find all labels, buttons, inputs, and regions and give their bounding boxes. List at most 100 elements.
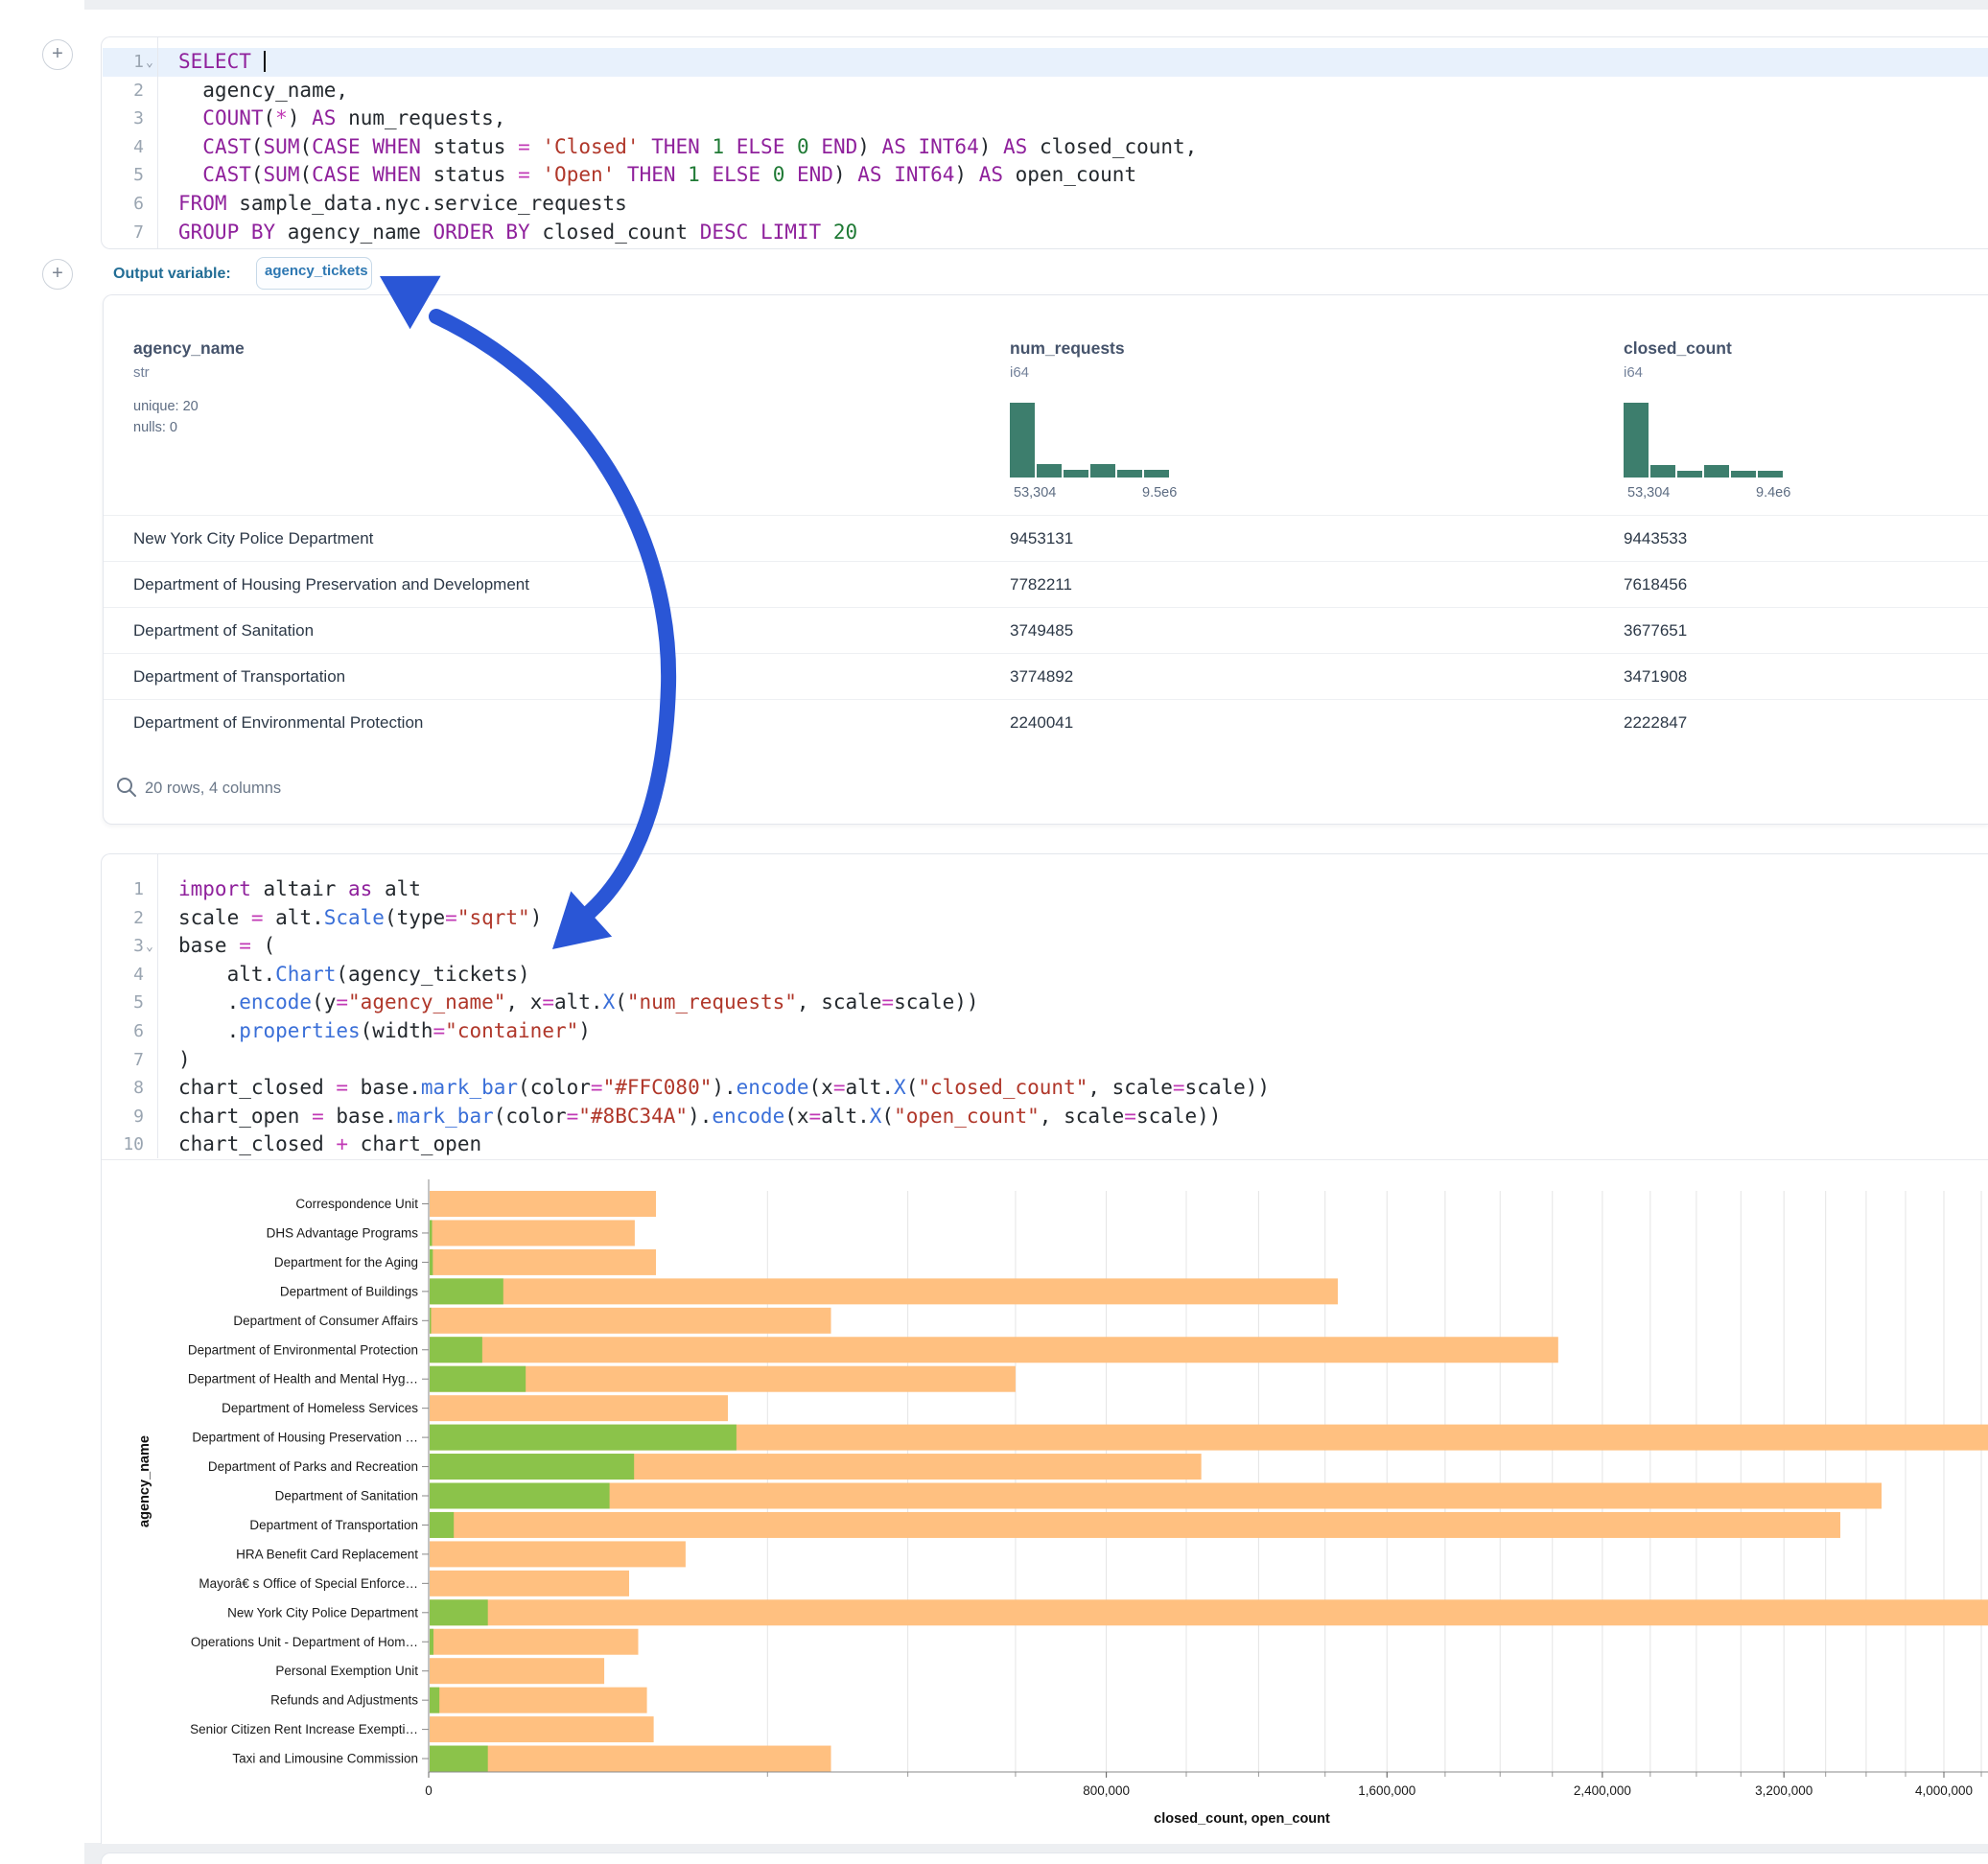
open-count-bar[interactable] [430, 1220, 433, 1246]
altair-chart-output[interactable]: Correspondence UnitDHS Advantage Program… [0, 1160, 1988, 1843]
code-line: 10chart_closed + chart_open [102, 1130, 1988, 1159]
table-row[interactable]: Department of Housing Preservation and D… [104, 561, 1988, 608]
query-result-table[interactable]: agency_namestrunique: 20nulls: 0num_requ… [103, 294, 1988, 825]
histogram-bin [1704, 465, 1729, 478]
open-count-bar[interactable] [430, 1512, 454, 1538]
sql-cell[interactable]: 1⌄SELECT 2 agency_name,3 COUNT(*) AS num… [101, 36, 1988, 249]
python-code-editor[interactable]: 1import altair as alt2scale = alt.Scale(… [102, 875, 1988, 1161]
table-row[interactable]: New York City Police Department945313194… [104, 515, 1988, 562]
open-count-bar[interactable] [430, 1366, 526, 1392]
output-variable-pill[interactable]: agency_tickets [256, 257, 372, 290]
column-header-closed_count[interactable]: closed_count [1624, 338, 1732, 359]
add-cell-button[interactable]: + [42, 39, 73, 70]
closed-count-bar[interactable] [430, 1688, 647, 1713]
y-axis-label: Department of Health and Mental Hyg… [188, 1372, 418, 1386]
closed-count-bar[interactable] [430, 1716, 654, 1742]
code-text: alt.Chart(agency_tickets) [178, 961, 530, 990]
open-count-bar[interactable] [430, 1308, 431, 1334]
table-row[interactable]: Department of Sanitation37494853677651 [104, 607, 1988, 654]
code-line: 1import altair as alt [102, 875, 1988, 904]
line-number: 9 [102, 1103, 144, 1131]
fold-caret-icon[interactable]: ⌄ [146, 933, 153, 962]
y-axis-label: Senior Citizen Rent Increase Exempti… [190, 1722, 418, 1736]
code-text: SELECT [178, 48, 266, 77]
column-dtype: i64 [1010, 364, 1029, 381]
open-count-bar[interactable] [430, 1483, 610, 1509]
code-line: 2scale = alt.Scale(type="sqrt") [102, 904, 1988, 933]
x-tick-label: 800,000 [1083, 1783, 1130, 1798]
table-footer: 20 rows, 4 columns [104, 743, 1988, 824]
histogram-bin [1731, 471, 1756, 478]
code-line: 9chart_open = base.mark_bar(color="#8BC3… [102, 1103, 1988, 1131]
table-rows: New York City Police Department945313194… [104, 515, 1988, 743]
histogram-bin [1624, 403, 1649, 478]
closed-count-bar[interactable] [430, 1191, 656, 1217]
closed-count-bar[interactable] [430, 1658, 604, 1684]
sql-code-editor[interactable]: 1⌄SELECT 2 agency_name,3 COUNT(*) AS num… [102, 48, 1988, 248]
code-line: 5 .encode(y="agency_name", x=alt.X("num_… [102, 989, 1988, 1017]
fold-caret-icon[interactable]: ⌄ [146, 49, 153, 78]
code-line: 7) [102, 1046, 1988, 1075]
open-count-bar[interactable] [430, 1629, 433, 1655]
cell-closed_count: 3677651 [1624, 608, 1687, 654]
cell-num_requests: 3774892 [1010, 654, 1073, 700]
code-line: 4 alt.Chart(agency_tickets) [102, 961, 1988, 990]
line-number: 6 [102, 1017, 144, 1046]
column-dtype: i64 [1624, 364, 1643, 381]
line-number: 5 [102, 989, 144, 1017]
code-text: scale = alt.Scale(type="sqrt") [178, 904, 542, 933]
cell-agency_name: Department of Environmental Protection [133, 700, 423, 746]
closed-count-bar[interactable] [430, 1483, 1882, 1509]
closed-count-bar[interactable] [430, 1571, 629, 1596]
closed-count-bar[interactable] [430, 1746, 831, 1772]
histogram-bin [1650, 465, 1675, 478]
x-axis-title: closed_count, open_count [1154, 1811, 1330, 1827]
histogram-bin [1064, 470, 1088, 478]
add-cell-button[interactable]: + [42, 259, 73, 290]
line-number: 4 [102, 961, 144, 990]
y-axis-label: Department of Buildings [280, 1284, 418, 1298]
search-icon[interactable] [115, 776, 138, 799]
code-line: 2 agency_name, [102, 77, 1988, 105]
closed-count-bar[interactable] [430, 1541, 686, 1567]
open-count-bar[interactable] [430, 1746, 488, 1772]
closed-count-bar[interactable] [430, 1629, 639, 1655]
y-axis-label: DHS Advantage Programs [267, 1225, 419, 1240]
y-axis-label: Operations Unit - Department of Hom… [191, 1635, 418, 1649]
column-header-agency_name[interactable]: agency_name [133, 338, 245, 359]
table-row[interactable]: Department of Transportation377489234719… [104, 653, 1988, 700]
open-count-bar[interactable] [430, 1249, 433, 1275]
table-row[interactable]: Department of Environmental Protection22… [104, 699, 1988, 746]
closed-count-bar[interactable] [430, 1220, 635, 1246]
open-count-bar[interactable] [430, 1688, 439, 1713]
histogram-bin [1090, 464, 1115, 478]
row-count-summary: 20 rows, 4 columns [145, 780, 281, 798]
x-tick-label: 1,600,000 [1358, 1783, 1415, 1798]
column-histogram [1010, 403, 1173, 478]
open-count-bar[interactable] [430, 1425, 737, 1451]
closed-count-bar[interactable] [430, 1278, 1338, 1304]
closed-count-bar[interactable] [430, 1337, 1558, 1363]
open-count-bar[interactable] [430, 1599, 488, 1625]
histogram-max-label: 9.5e6 [1142, 485, 1177, 501]
closed-count-bar[interactable] [430, 1308, 831, 1334]
line-number: 10 [102, 1130, 144, 1159]
cell-num_requests: 9453131 [1010, 516, 1073, 562]
closed-count-bar[interactable] [430, 1599, 1988, 1625]
closed-count-bar[interactable] [430, 1512, 1840, 1538]
closed-count-bar[interactable] [430, 1395, 728, 1421]
y-axis-label: Department of Environmental Protection [188, 1342, 418, 1357]
histogram-bin [1117, 470, 1142, 478]
text-cursor [264, 51, 266, 72]
closed-count-bar[interactable] [430, 1249, 656, 1275]
cell-num_requests: 3749485 [1010, 608, 1073, 654]
open-count-bar[interactable] [430, 1454, 634, 1480]
code-text: .properties(width="container") [178, 1017, 591, 1046]
column-header-num_requests[interactable]: num_requests [1010, 338, 1125, 359]
y-axis-label: HRA Benefit Card Replacement [236, 1547, 418, 1561]
open-count-bar[interactable] [430, 1337, 482, 1363]
open-count-bar[interactable] [430, 1278, 503, 1304]
y-axis-label: New York City Police Department [227, 1605, 418, 1619]
notebook-canvas: + + 1⌄SELECT 2 agency_name,3 COUNT(*) AS… [0, 0, 1988, 1864]
x-tick-label: 0 [425, 1783, 433, 1798]
